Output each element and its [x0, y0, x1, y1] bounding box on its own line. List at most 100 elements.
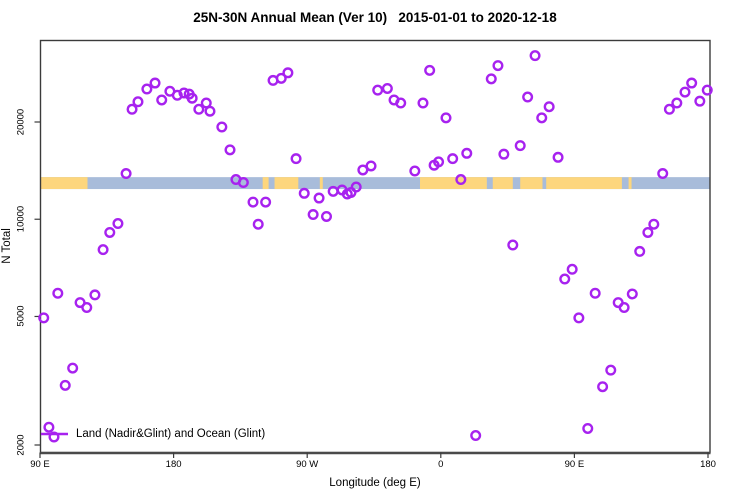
- data-point: [642, 226, 654, 238]
- data-point: [626, 288, 638, 300]
- data-point: [372, 84, 384, 96]
- data-point: [433, 156, 445, 168]
- data-point: [141, 83, 153, 95]
- data-point: [104, 226, 116, 238]
- data-point: [252, 218, 264, 230]
- data-point: [485, 73, 497, 85]
- data-point: [605, 364, 617, 376]
- data-point: [648, 218, 660, 230]
- map-band-land: [40, 177, 88, 190]
- map-band-land: [492, 177, 513, 190]
- data-point: [112, 218, 124, 230]
- data-point: [320, 210, 332, 222]
- data-point: [470, 430, 482, 442]
- map-band-land: [274, 177, 299, 190]
- data-point: [522, 91, 534, 103]
- data-point: [552, 151, 564, 163]
- data-point: [417, 97, 429, 109]
- data-point: [498, 148, 510, 160]
- y-tick-label: 2000: [15, 434, 27, 456]
- x-tick-label: 180: [700, 459, 716, 470]
- data-point: [260, 196, 272, 208]
- data-point: [282, 67, 294, 79]
- data-point: [536, 112, 548, 124]
- data-point: [237, 177, 249, 189]
- data-point: [67, 362, 79, 374]
- data-point: [395, 97, 407, 109]
- data-point: [307, 209, 319, 221]
- data-point: [204, 105, 216, 117]
- data-point: [247, 196, 259, 208]
- data-point: [507, 239, 519, 251]
- map-band-ocean: [40, 177, 711, 190]
- data-point: [149, 77, 161, 89]
- data-point: [81, 301, 93, 313]
- data-point: [559, 273, 571, 285]
- data-point: [566, 263, 578, 275]
- map-band-land: [319, 177, 323, 190]
- data-point: [381, 82, 393, 94]
- y-tick-label: 5000: [15, 305, 27, 328]
- data-point: [440, 112, 452, 124]
- map-band-land: [262, 177, 269, 190]
- data-point: [455, 174, 467, 186]
- data-point: [52, 287, 64, 299]
- data-point: [59, 379, 71, 391]
- data-point: [657, 168, 669, 180]
- data-point: [694, 95, 706, 107]
- data-point: [492, 60, 504, 72]
- data-point: [275, 72, 287, 84]
- y-tick-label: 10000: [15, 206, 27, 233]
- data-point: [120, 168, 132, 180]
- map-band-land: [420, 177, 487, 190]
- data-point: [671, 97, 683, 109]
- data-point: [126, 103, 138, 115]
- data-point: [514, 140, 526, 152]
- data-point: [193, 103, 205, 115]
- data-point: [618, 301, 630, 313]
- data-point: [357, 164, 369, 176]
- data-point: [290, 153, 302, 165]
- data-point: [461, 147, 473, 159]
- data-point: [313, 192, 325, 204]
- data-point: [701, 84, 713, 96]
- map-band-land: [546, 177, 622, 190]
- data-point: [43, 421, 55, 433]
- x-tick-label: 90 W: [296, 459, 319, 470]
- y-axis-title: N Total: [1, 228, 13, 264]
- data-point: [634, 245, 646, 257]
- data-point: [529, 50, 541, 62]
- plot-border: [39, 39, 711, 454]
- x-tick-label: 0: [438, 459, 444, 470]
- data-point: [679, 86, 691, 98]
- data-point: [132, 96, 144, 108]
- x-tick-label: 90 E: [30, 459, 50, 470]
- data-point: [597, 381, 609, 393]
- x-tick-label: 180: [165, 459, 182, 470]
- data-point: [447, 153, 459, 165]
- data-point: [224, 144, 236, 156]
- data-point: [424, 64, 436, 76]
- x-tick-label: 90 E: [564, 459, 585, 470]
- data-point: [89, 289, 101, 301]
- chart-title: 25N-30N Annual Mean (Ver 10) 2015-01-01 …: [193, 10, 557, 25]
- x-axis-title: Longitude (deg E): [329, 477, 421, 489]
- data-point: [156, 94, 168, 106]
- data-point: [573, 312, 585, 324]
- map-band-land: [628, 177, 632, 190]
- legend-label: Land (Nadir&Glint) and Ocean (Glint): [76, 428, 266, 440]
- data-point: [350, 181, 362, 193]
- map-band-land: [520, 177, 543, 190]
- data-point: [365, 160, 377, 172]
- data-point: [97, 244, 109, 256]
- data-point: [686, 77, 698, 89]
- data-point: [543, 101, 555, 113]
- data-point: [298, 187, 310, 199]
- data-point: [589, 287, 601, 299]
- data-point: [663, 103, 675, 115]
- data-point: [186, 92, 198, 104]
- data-point: [216, 121, 228, 133]
- data-point: [582, 422, 594, 434]
